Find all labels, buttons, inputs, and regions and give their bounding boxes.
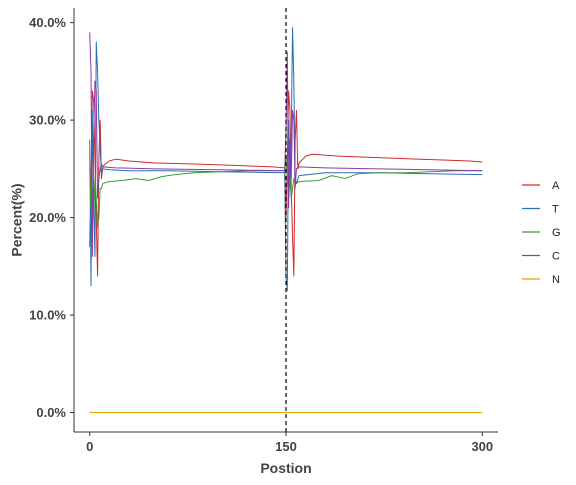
y-tick-label: 20.0% — [29, 210, 66, 225]
legend-label: A — [552, 180, 560, 192]
legend-item-g: G — [522, 227, 561, 239]
y-tick-label: 40.0% — [29, 15, 66, 30]
y-axis-ticks: 0.0% 10.0% 20.0% 30.0% 40.0% — [29, 15, 74, 420]
series-line-t — [89, 26, 483, 292]
y-axis-title: Percent(%) — [9, 183, 25, 256]
y-tick-label: 0.0% — [36, 405, 66, 420]
x-axis-title: Postion — [260, 460, 311, 476]
x-tick-label: 150 — [275, 439, 297, 454]
legend-item-t: T — [522, 204, 559, 216]
legend-label: C — [552, 251, 560, 263]
x-tick-label: 300 — [471, 439, 493, 454]
y-tick-label: 30.0% — [29, 113, 66, 128]
y-tick-label: 10.0% — [29, 308, 66, 323]
legend-item-c: C — [522, 251, 560, 263]
x-axis-ticks: 0 150 300 — [86, 432, 493, 454]
series-line-c — [89, 32, 483, 258]
series-line-n — [89, 411, 483, 414]
x-tick-label: 0 — [86, 439, 93, 454]
legend-item-n: N — [522, 274, 560, 286]
series-line-g — [89, 158, 483, 228]
legend-item-a: A — [522, 180, 560, 192]
legend-label: T — [552, 204, 559, 216]
legend-label: G — [552, 227, 561, 239]
legend-label: N — [552, 274, 560, 286]
plot-lines — [89, 26, 483, 414]
